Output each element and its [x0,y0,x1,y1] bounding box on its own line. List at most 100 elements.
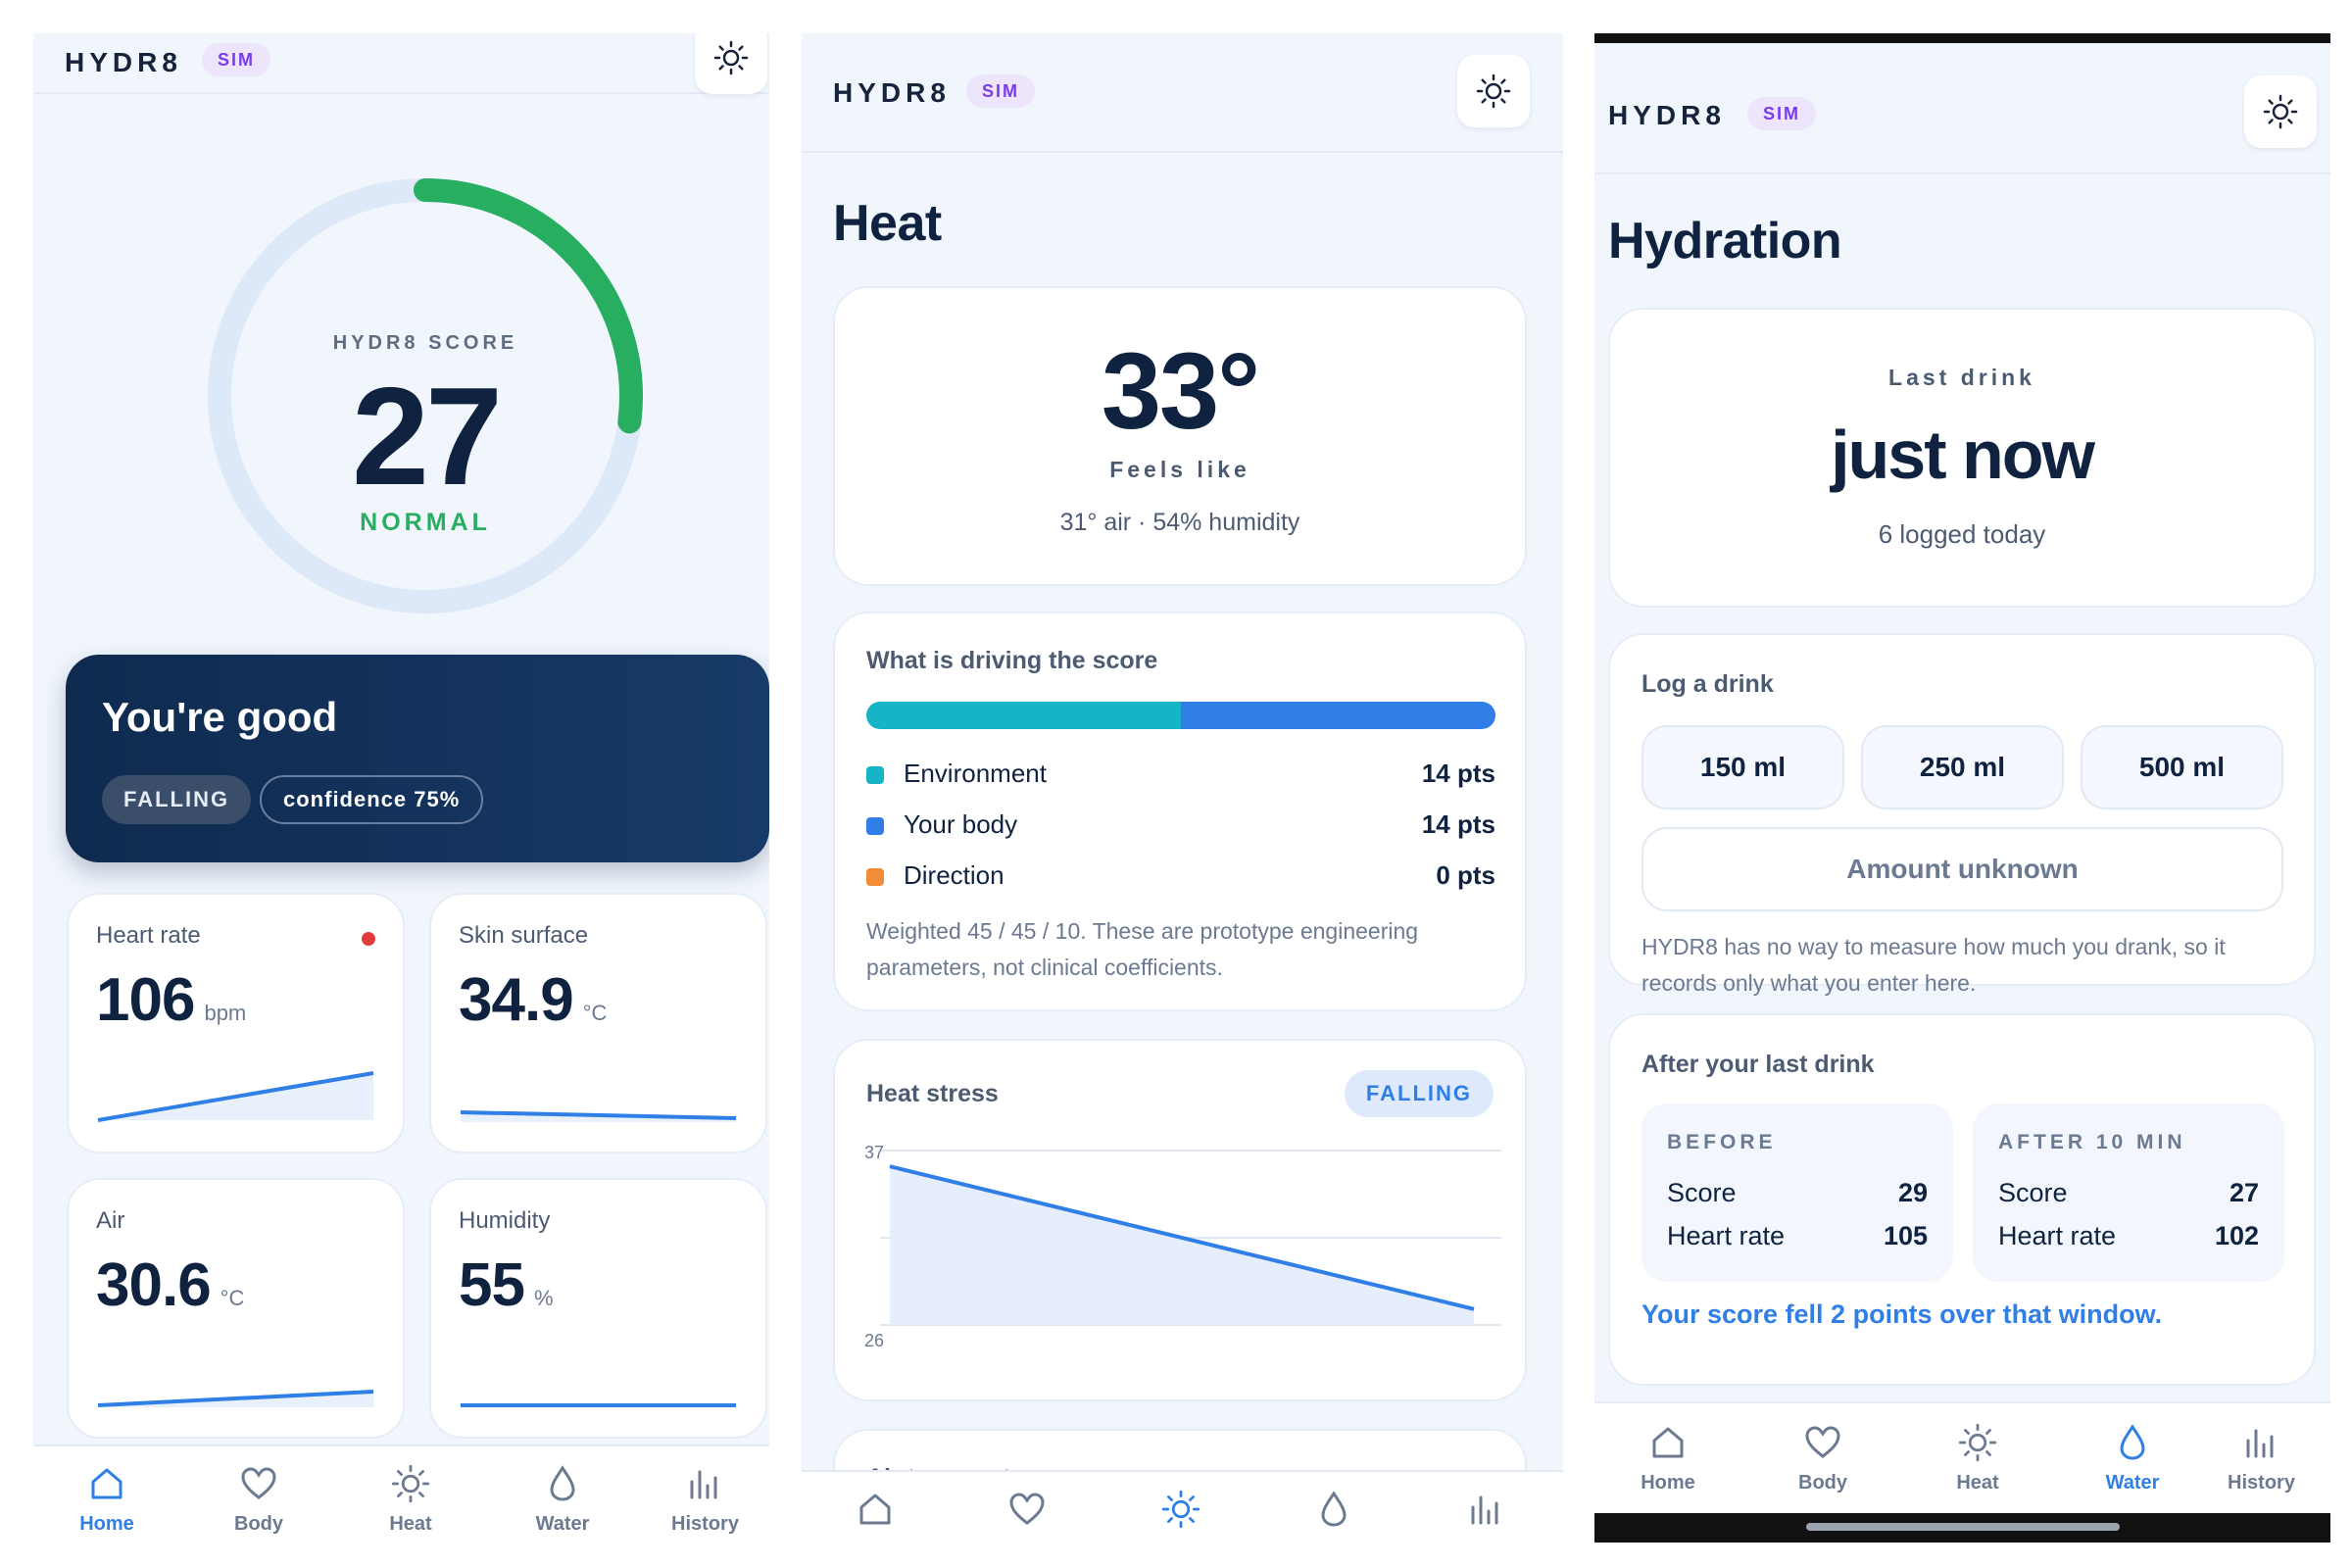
nav-water[interactable]: Water [489,1446,636,1543]
drink-250ml-button[interactable]: 250 ml [1861,725,2064,809]
driver-row-environment: Environment 14 pts [866,759,1495,794]
water-drop-icon [550,1465,575,1501]
nav-home[interactable]: Home [1594,1403,1741,1513]
nav-home[interactable] [802,1472,949,1543]
nav-label: Water [535,1513,590,1535]
nav-label: Body [1798,1472,1847,1494]
nav-home[interactable]: Home [33,1446,180,1543]
score-state: NORMAL [360,509,491,536]
y-tick-label: 26 [864,1331,884,1350]
nav-heat[interactable]: Heat [337,1446,484,1543]
bar-chart-icon [2246,1429,2273,1458]
metric-card-skin-surface[interactable]: Skin surface 34.9 °C [429,893,767,1153]
driver-row-direction: Direction 0 pts [866,860,1495,896]
heat-stress-title: Heat stress [866,1080,999,1107]
heart-icon [241,1467,276,1499]
metric-label: Humidity [459,1207,551,1234]
sun-icon [1161,1490,1200,1529]
theme-toggle-button[interactable] [1457,55,1530,127]
heat-screen: HYDR8 SIM Heat 33° Feels like 31° air · … [802,33,1563,1543]
legend-swatch [866,868,884,886]
brand-logo: HYDR8 [833,77,951,108]
driver-value: 0 pts [1436,860,1495,890]
score-gauge: HYDR8 SCORE 27 NORMAL [200,171,651,621]
after-hr-row: Heart rate 102 [1998,1221,2259,1250]
bottom-nav [802,1470,1563,1543]
score-ring [208,178,643,613]
driver-name: Your body [904,809,1018,839]
humidity-sparkline [461,1403,736,1407]
alert-dot [362,932,375,946]
score-value: 27 [352,359,503,514]
nav-label: Home [1641,1472,1695,1494]
after-score-row: Score 27 [1998,1178,2259,1207]
nav-history[interactable]: History [2192,1403,2330,1513]
metric-value: 30.6 °C [96,1251,245,1319]
trend-badge: FALLING [102,775,252,824]
nav-history[interactable]: History [641,1446,769,1543]
status-title: You're good [102,694,338,740]
after-header: AFTER 10 MIN [1998,1131,2186,1153]
nav-body[interactable] [954,1472,1101,1543]
nav-label: Heat [389,1513,432,1535]
sun-icon [1958,1423,1997,1462]
before-panel: BEFORE Score 29 Heart rate 105 [1642,1103,1953,1282]
nav-label: Water [2105,1472,2160,1494]
nav-label: History [671,1513,739,1535]
drivers-bar [866,702,1495,729]
before-hr-row: Heart rate 105 [1667,1221,1928,1250]
log-drink-title: Log a drink [1642,670,1774,698]
feels-like-label: Feels like [1109,457,1250,482]
logged-today: 6 logged today [1878,519,2046,549]
metric-card-humidity[interactable]: Humidity 55% [429,1178,767,1439]
after-hr-value: 102 [2214,1221,2259,1250]
last-drink-value: just now [1831,416,2095,493]
heat-stress-line [889,1164,1475,1311]
amount-unknown-button[interactable]: Amount unknown [1642,827,2283,911]
water-drop-icon [1321,1491,1347,1527]
nav-heat[interactable]: Heat [1904,1403,2051,1513]
sun-icon [2263,94,2298,129]
driver-name: Direction [904,860,1004,890]
theme-toggle-button[interactable] [695,33,767,94]
bar-segment-environment [866,702,1181,729]
after-drink-title: After your last drink [1642,1051,1875,1078]
after-score-value: 27 [2229,1178,2259,1207]
nav-label: History [2228,1472,2295,1494]
nav-history[interactable] [1413,1472,1560,1543]
metric-card-heart-rate[interactable]: Heart rate 106 bpm [67,893,405,1153]
home-icon [859,1494,891,1525]
metric-label: Air [96,1207,125,1234]
brand-logo: HYDR8 [65,47,182,77]
before-score-value: 29 [1897,1178,1928,1207]
after-drink-summary: Your score fell 2 points over that windo… [1642,1299,2163,1329]
heart-rate-sparkline [97,1071,374,1122]
nav-body[interactable]: Body [185,1446,332,1543]
before-score-row: Score 29 [1667,1178,1928,1207]
metric-unit: °C [220,1286,245,1310]
heart-icon [1009,1493,1045,1525]
sun-icon [1476,74,1511,109]
before-hr-value: 105 [1883,1221,1928,1250]
nav-water[interactable] [1260,1472,1407,1543]
score-label: HYDR8 SCORE [332,332,518,354]
nav-heat[interactable] [1107,1472,1254,1543]
nav-water[interactable]: Water [2059,1403,2206,1513]
drivers-note: Weighted 45 / 45 / 10. These are prototy… [866,918,1419,980]
brand-logo: HYDR8 [1608,100,1726,130]
system-nav-bar [1594,1513,2330,1543]
metric-label: Skin surface [459,922,589,949]
nav-body[interactable]: Body [1749,1403,1896,1513]
confidence-badge: confidence 75% [260,775,484,824]
metric-value: 55% [459,1251,554,1319]
metric-unit: °C [582,1001,608,1025]
metric-card-air[interactable]: Air 30.6 °C [67,1178,405,1439]
page-title: Hydration [1608,213,1842,270]
drink-150ml-button[interactable]: 150 ml [1642,725,1844,809]
heat-stress-chart: 37 26 [864,1143,1501,1350]
theme-toggle-button[interactable] [2244,75,2317,148]
drink-500ml-button[interactable]: 500 ml [2081,725,2283,809]
after-drink-card: After your last drink BEFORE Score 29 Hea… [1608,1013,2316,1386]
home-gesture-handle[interactable] [1805,1523,2120,1531]
heart-icon [1805,1426,1840,1458]
